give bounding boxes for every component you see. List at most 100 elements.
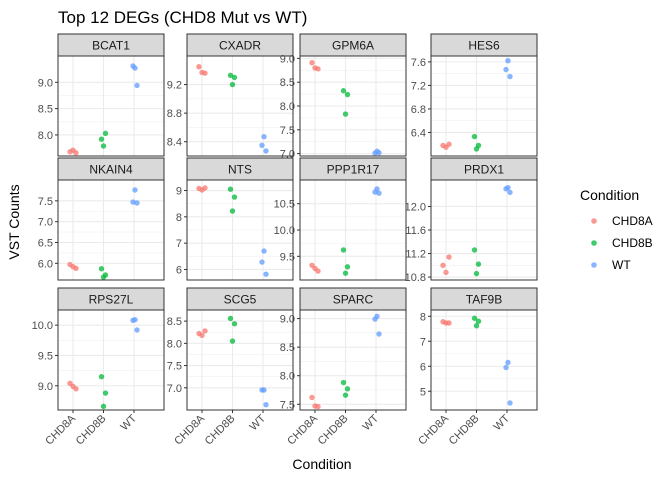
data-point-rps27l-chd8b [98,373,105,380]
data-point-sparc-chd8b [342,392,349,398]
facet-border-hes6 [430,55,538,157]
data-point-cxadr-wt [261,134,267,140]
y-tick-label: 11.2 [405,249,426,261]
data-point-nts-wt [261,248,267,254]
y-tick-label: 7.5 [38,196,53,208]
data-point-nkain4-wt [132,187,138,193]
x-tick-label: CHD8A [285,412,320,447]
data-point-hes6-wt [507,73,513,80]
data-point-sparc-chd8b [344,386,351,392]
y-tick-label: 7 [420,336,426,348]
y-tick-label: 7.0 [38,217,53,229]
data-point-cxadr-wt [259,142,265,148]
data-point-bcat1-chd8b [98,136,105,142]
facet-border-nkain4 [57,179,165,281]
y-tick-label: 8.0 [280,101,295,113]
facet-border-scg5 [186,309,294,411]
facet-border-taf9b [430,309,538,411]
facet-strip-label-sparc: SPARC [333,293,374,307]
data-point-nkain4-wt [134,200,140,206]
data-point-scg5-chd8a [199,332,205,339]
y-tick-label: 8.5 [280,342,295,354]
x-tick-label: WT [492,412,513,433]
y-tick-label: 9.2 [167,80,182,92]
y-tick-label: 6 [420,361,426,373]
y-tick-label: 7.5 [167,361,182,373]
data-point-gpm6a-wt [376,149,382,156]
data-point-cxadr-wt [263,148,269,154]
facet-panel-rps27l [58,310,164,410]
y-axis-title: VST Counts [6,184,22,259]
y-tick-label: 10.0 [32,320,53,332]
data-point-hes6-chd8a [446,141,452,147]
facet-border-rps27l [57,309,165,411]
data-point-prdx1-chd8a [446,254,452,260]
data-point-nts-chd8b [231,194,238,200]
facet-panel-hes6 [431,56,537,156]
facet-strip-label-prdx1: PRDX1 [464,163,504,177]
x-tick-label: CHD8A [43,412,78,447]
y-tick-label: 8.5 [38,104,53,116]
facet-strip-label-nts: NTS [228,163,252,177]
facet-border-prdx1 [430,179,538,281]
data-point-ppp1r17-chd8a [315,268,321,274]
facet-strip-label-gpm6a: GPM6A [332,39,374,53]
data-point-cxadr-chd8b [229,81,236,88]
data-point-cxadr-chd8a [196,64,202,70]
y-tick-label: 8 [420,311,426,323]
x-tick-label: CHD8B [74,413,109,448]
data-point-hes6-wt [503,66,509,73]
data-point-sparc-chd8a [309,394,315,401]
data-point-scg5-chd8b [229,338,236,344]
data-point-prdx1-chd8a [440,262,446,268]
data-point-taf9b-chd8b [473,323,480,329]
data-point-bcat1-chd8b [100,143,107,149]
data-point-gpm6a-wt [372,150,378,156]
x-tick-label: WT [248,412,269,433]
data-point-taf9b-chd8a [446,320,452,326]
data-point-prdx1-chd8b [473,270,480,277]
chart-title: Top 12 DEGs (CHD8 Mut vs WT) [58,8,307,27]
data-point-sparc-chd8a [315,403,321,410]
facet-panel-sparc [300,310,406,410]
y-tick-label: 8.5 [167,316,182,328]
y-tick-label: 8.5 [280,77,295,89]
data-point-nts-wt [259,259,265,265]
data-point-taf9b-wt [503,364,509,371]
legend-label-wt: WT [612,258,631,272]
data-point-ppp1r17-chd8b [342,270,349,276]
data-point-gpm6a-chd8b [340,88,347,94]
y-tick-label: 6.5 [38,238,53,250]
data-point-nts-chd8b [227,186,234,192]
y-tick-label: 6 [176,264,182,276]
data-point-prdx1-chd8b [471,247,478,253]
y-tick-label: 9.5 [38,350,53,362]
legend-label-chd8b: CHD8B [612,236,653,250]
legend-title: Condition [580,187,639,203]
data-point-rps27l-chd8b [100,403,107,410]
facet-strip-label-scg5: SCG5 [224,293,257,307]
facet-strip-label-bcat1: BCAT1 [92,39,130,53]
y-tick-label: 8.0 [38,130,53,142]
facet-strip-label-ppp1r17: PPP1R17 [327,163,380,177]
data-point-scg5-wt [259,387,265,393]
x-tick-label: WT [361,412,382,433]
y-tick-label: 9.0 [38,381,53,393]
data-point-rps27l-wt [130,317,136,324]
x-tick-label: CHD8A [416,412,451,447]
facet-strip-label-hes6: HES6 [468,39,500,53]
data-point-nts-wt [263,271,269,277]
data-point-hes6-chd8b [471,133,478,140]
data-point-bcat1-wt [134,82,140,89]
data-point-prdx1-wt [507,189,513,196]
data-point-bcat1-chd8a [73,150,79,156]
data-point-ppp1r17-chd8b [344,264,351,270]
x-tick-label: CHD8B [203,413,238,448]
facet-grid: BCAT1 8.0 8.5 9.0 CXADR 8.4 8.8 9.2 GPM6A 7.0 7.5 8… [32,33,538,448]
y-tick-label: 7.2 [411,80,426,92]
y-tick-label: 5 [420,386,426,398]
data-point-sparc-wt [376,331,382,337]
data-point-cxadr-chd8b [231,74,238,81]
y-tick-label: 6.8 [411,104,426,116]
